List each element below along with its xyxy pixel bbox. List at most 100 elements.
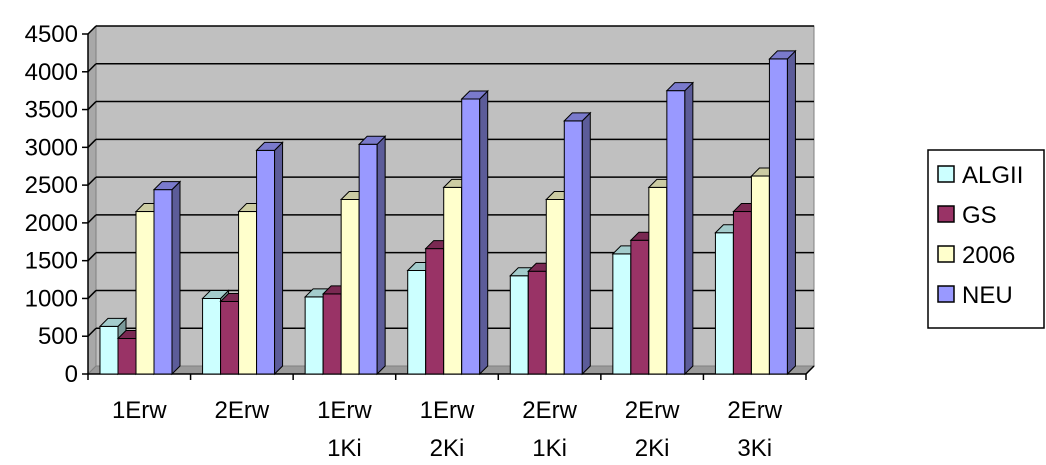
- bar-side: [479, 89, 489, 376]
- bar-front: [509, 275, 529, 375]
- bar-NEU: [563, 111, 592, 376]
- bar-NEU: [768, 49, 797, 376]
- bar-front: [322, 293, 342, 375]
- bar-front: [153, 189, 173, 375]
- bar-front: [425, 248, 445, 375]
- bar-front: [461, 98, 481, 375]
- gridline-depth: [87, 327, 97, 337]
- side-wall: [87, 24, 97, 376]
- gridline-depth: [87, 101, 97, 111]
- gridline-depth: [87, 289, 97, 299]
- bar-NEU: [665, 81, 695, 376]
- bar-top: [460, 90, 489, 100]
- x-tick-label: 3Ki: [737, 435, 772, 460]
- bar-top: [357, 135, 387, 145]
- gridline-depth: [87, 138, 97, 148]
- bar-front: [443, 186, 463, 375]
- legend-label: ALGII: [962, 162, 1023, 189]
- gridline-depth: [87, 63, 97, 73]
- y-tick-label: 0: [65, 361, 78, 388]
- x-tick-label: 2Erw: [727, 397, 782, 424]
- bar-front: [732, 211, 752, 375]
- legend-item: ALGII: [937, 162, 1023, 189]
- x-tick-label: 2Ki: [635, 435, 670, 460]
- x-tick-label: 2Erw: [625, 397, 680, 424]
- bar-top: [768, 50, 797, 60]
- bar-top: [98, 317, 128, 327]
- gridline-depth: [87, 25, 97, 35]
- x-tick-label: 1Erw: [317, 397, 372, 424]
- x-tick-labels: 1Erw 2Erw 1Erw 1Ki 1Erw 2Ki 2Erw 1Ki 2Erw 2Ki 2Erw…: [112, 397, 783, 462]
- y-tick-label: 2000: [25, 210, 78, 237]
- bar-top: [563, 112, 592, 122]
- bar-side: [684, 81, 694, 376]
- bar-side: [376, 135, 386, 376]
- bar-front: [304, 296, 324, 375]
- bar-front: [407, 269, 427, 375]
- bar-front: [358, 143, 378, 375]
- bar-NEU: [255, 141, 284, 376]
- bar-NEU: [152, 180, 182, 376]
- bar-NEU: [460, 89, 489, 376]
- bar-front: [256, 149, 276, 375]
- legend: ALGII GS 2006 NEU: [927, 149, 1045, 329]
- bar-front: [750, 175, 770, 375]
- bar-front: [630, 239, 650, 375]
- legend-swatch: [937, 245, 955, 263]
- x-tick-label: 1Erw: [112, 397, 167, 424]
- bar-front: [117, 337, 137, 375]
- gridline-depth: [87, 176, 97, 186]
- gridline-depth: [87, 214, 97, 224]
- legend-item: 2006: [937, 242, 1015, 269]
- bar-front: [202, 297, 222, 375]
- y-tick-label: 4000: [25, 59, 78, 86]
- y-tick-label: 500: [38, 323, 78, 350]
- bar-top: [201, 289, 230, 299]
- bar-front: [612, 253, 632, 375]
- bar-side: [786, 49, 796, 376]
- legend-item: GS: [937, 202, 997, 229]
- bar-front: [220, 300, 240, 375]
- bar-side: [171, 180, 181, 376]
- bar-front: [99, 325, 119, 375]
- legend-swatch: [937, 205, 955, 223]
- y-tick-label: 4500: [25, 21, 78, 48]
- bar-top: [665, 82, 695, 92]
- bar-front: [666, 90, 686, 375]
- legend-label: GS: [962, 202, 997, 229]
- x-tick-label: 2Erw: [215, 397, 270, 424]
- bar-front: [527, 270, 547, 375]
- legend-swatch: [937, 285, 955, 303]
- bar-front: [238, 211, 258, 375]
- x-tick-label: 1Ki: [327, 435, 362, 460]
- y-tick-label: 1500: [25, 248, 78, 275]
- x-tick-label: 2Erw: [522, 397, 577, 424]
- bar-front: [563, 120, 583, 375]
- bar-front: [135, 211, 155, 375]
- bar-side: [581, 111, 591, 376]
- x-tick-label: 2Ki: [430, 435, 465, 460]
- bar-front: [545, 198, 565, 375]
- bar-top: [255, 141, 284, 151]
- bar-front: [714, 232, 734, 375]
- bar-NEU: [357, 135, 387, 376]
- y-tick-label: 3500: [25, 97, 78, 124]
- bar-top: [152, 181, 182, 191]
- x-tick-label: 1Ki: [532, 435, 567, 460]
- bar-front: [648, 186, 668, 375]
- bar-front: [340, 198, 360, 375]
- bar-side: [274, 141, 284, 376]
- legend-swatch: [937, 165, 955, 183]
- y-tick-label: 1000: [25, 285, 78, 312]
- bar-front: [768, 58, 788, 375]
- x-tick-label: 1Erw: [420, 397, 475, 424]
- legend-item: NEU: [937, 282, 1013, 309]
- bars: [98, 49, 797, 376]
- y-tick-label: 3000: [25, 134, 78, 161]
- y-tick-label: 2500: [25, 172, 78, 199]
- gridline-depth: [87, 252, 97, 262]
- legend-label: 2006: [962, 242, 1015, 269]
- y-tick-labels: 0 500 1000 1500 2000 2500 3000 3500 4000 4500: [25, 21, 78, 388]
